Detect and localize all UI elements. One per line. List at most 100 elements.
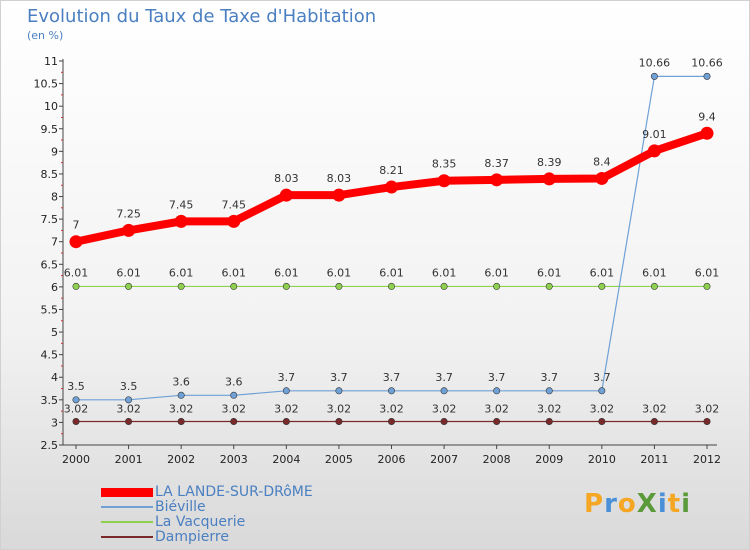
y-tick-label: 10.5 (34, 78, 59, 91)
x-tick-label: 2012 (693, 453, 721, 466)
data-point (125, 282, 133, 290)
data-label: 8.03 (327, 172, 352, 185)
data-point (650, 72, 658, 80)
data-label: 8.4 (593, 155, 611, 168)
x-tick-label: 2010 (588, 453, 616, 466)
data-label: 3.7 (435, 371, 453, 384)
data-point (387, 387, 395, 395)
data-label: 10.66 (639, 56, 671, 69)
data-point (493, 282, 501, 290)
data-point (230, 418, 238, 426)
data-label: 8.37 (484, 157, 509, 170)
data-point (440, 418, 448, 426)
y-tick-label: 5.5 (41, 303, 59, 316)
data-label: 3.02 (432, 403, 457, 416)
data-point (177, 418, 185, 426)
data-point (542, 172, 556, 186)
legend-swatch (101, 487, 153, 497)
data-label: 8.39 (537, 156, 562, 169)
data-label: 8.03 (274, 172, 299, 185)
data-point (700, 126, 714, 140)
y-tick-label: 6.5 (41, 258, 59, 271)
logo-letter: r (604, 489, 618, 519)
legend-item: Dampierre (101, 530, 361, 545)
y-tick-label: 4 (51, 371, 58, 384)
x-tick-label: 2009 (535, 453, 563, 466)
logo-letter: t (667, 489, 682, 519)
data-point (387, 418, 395, 426)
legend-swatch (101, 506, 153, 508)
data-point (440, 282, 448, 290)
data-point (335, 418, 343, 426)
data-point (177, 282, 185, 290)
data-label: 6.01 (169, 266, 194, 279)
data-point (545, 282, 553, 290)
data-label: 3.02 (274, 403, 299, 416)
data-label: 6.01 (695, 266, 720, 279)
x-tick-label: 2008 (483, 453, 511, 466)
data-label: 3.02 (379, 403, 404, 416)
y-tick-label: 9.5 (41, 123, 59, 136)
data-label: 6.01 (432, 266, 457, 279)
data-label: 3.7 (330, 371, 348, 384)
data-label: 6.01 (642, 266, 667, 279)
x-tick-label: 2011 (640, 453, 668, 466)
data-label: 9.4 (698, 110, 716, 123)
data-label: 3.5 (120, 380, 138, 393)
data-point (72, 396, 80, 404)
data-label: 6.01 (64, 266, 89, 279)
x-tick-label: 2000 (62, 453, 90, 466)
x-tick-label: 2002 (167, 453, 195, 466)
data-label: 9.01 (642, 128, 667, 141)
data-label: 3.02 (537, 403, 562, 416)
logo-letter: X (636, 489, 658, 519)
data-point (122, 223, 136, 237)
data-label: 3.02 (222, 403, 247, 416)
y-tick-label: 4.5 (41, 349, 59, 362)
data-label: 7.25 (116, 207, 141, 220)
data-label: 6.01 (327, 266, 352, 279)
data-point (595, 171, 609, 185)
data-point (282, 418, 290, 426)
data-label: 10.66 (691, 56, 723, 69)
data-point (493, 418, 501, 426)
y-tick-label: 7 (51, 236, 58, 249)
data-point (230, 282, 238, 290)
y-tick-label: 10 (44, 100, 58, 113)
logo-letter: P (584, 489, 605, 519)
data-label: 8.21 (379, 164, 404, 177)
data-point (227, 214, 241, 228)
data-label: 3.6 (172, 375, 190, 388)
data-point (69, 235, 83, 249)
data-label: 6.01 (379, 266, 404, 279)
y-tick-label: 3 (51, 416, 58, 429)
data-label: 3.02 (169, 403, 194, 416)
data-label: 6.01 (590, 266, 615, 279)
data-point (174, 214, 188, 228)
logo-letter: i (657, 489, 668, 519)
data-point (598, 282, 606, 290)
data-point (703, 72, 711, 80)
data-point (650, 282, 658, 290)
data-label: 3.7 (541, 371, 559, 384)
chart-legend: LA LANDE-SUR-DRôME Biéville La Vacquerie Da… (101, 485, 361, 545)
data-point (493, 387, 501, 395)
legend-item: La Vacquerie (101, 515, 361, 530)
y-tick-label: 8.5 (41, 168, 59, 181)
legend-swatch (101, 521, 153, 523)
data-label: 6.01 (484, 266, 509, 279)
data-label: 7.45 (222, 198, 247, 211)
legend-label: La Vacquerie (155, 514, 246, 530)
y-tick-label: 8 (51, 191, 58, 204)
data-label: 3.02 (64, 403, 89, 416)
data-label: 3.7 (593, 371, 611, 384)
data-label: 8.35 (432, 158, 457, 171)
data-label: 6.01 (537, 266, 562, 279)
data-point (545, 387, 553, 395)
data-point (703, 282, 711, 290)
data-point (387, 282, 395, 290)
data-point (647, 144, 661, 158)
data-label: 3.02 (695, 403, 720, 416)
y-tick-label: 11 (44, 55, 58, 68)
